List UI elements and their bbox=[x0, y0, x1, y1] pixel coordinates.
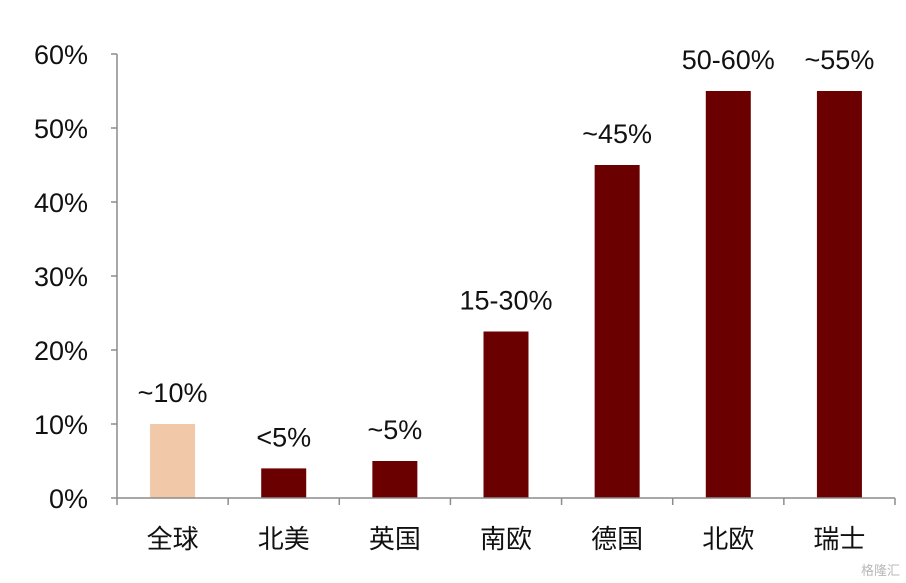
bar-3 bbox=[372, 461, 418, 498]
data-label-3: ~5% bbox=[367, 415, 422, 445]
bar-2 bbox=[261, 468, 307, 498]
y-tick-label: 60% bbox=[34, 40, 88, 70]
data-label-4: 15-30% bbox=[459, 286, 552, 316]
y-tick-label: 20% bbox=[34, 336, 88, 366]
bars bbox=[150, 91, 862, 498]
bar-7 bbox=[816, 91, 862, 498]
y-tick-label: 40% bbox=[34, 188, 88, 218]
data-label-7: ~55% bbox=[805, 45, 875, 75]
x-category-label: 南欧 bbox=[480, 525, 532, 555]
data-label-6: 50-60% bbox=[682, 45, 775, 75]
x-category-label: 英国 bbox=[369, 525, 421, 555]
y-tick-label: 10% bbox=[34, 410, 88, 440]
data-label-2: <5% bbox=[256, 422, 311, 452]
x-category-label: 全球 bbox=[147, 525, 199, 555]
data-label-1: ~10% bbox=[138, 378, 208, 408]
y-tick-label: 0% bbox=[49, 484, 88, 514]
x-axis: 全球 北美 英国 南欧 德国 北欧 瑞士 bbox=[116, 497, 896, 555]
x-category-label: 德国 bbox=[591, 525, 643, 555]
bar-1 bbox=[150, 424, 196, 498]
bar-6 bbox=[705, 91, 751, 498]
x-category-label: 北欧 bbox=[702, 525, 754, 555]
watermark-text: 格隆汇 bbox=[860, 564, 900, 579]
y-tick-label: 50% bbox=[34, 114, 88, 144]
data-label-5: ~45% bbox=[582, 119, 652, 149]
bar-4 bbox=[483, 331, 529, 498]
bar-5 bbox=[594, 165, 640, 498]
x-category-label: 北美 bbox=[258, 525, 310, 555]
x-category-label: 瑞士 bbox=[813, 525, 865, 555]
y-tick-label: 30% bbox=[34, 262, 88, 292]
data-labels: ~10% <5% ~5% 15-30% ~45% 50-60% ~55% bbox=[138, 45, 875, 452]
y-axis: 0% 10% 20% 30% 40% 50% 60% bbox=[34, 40, 118, 514]
